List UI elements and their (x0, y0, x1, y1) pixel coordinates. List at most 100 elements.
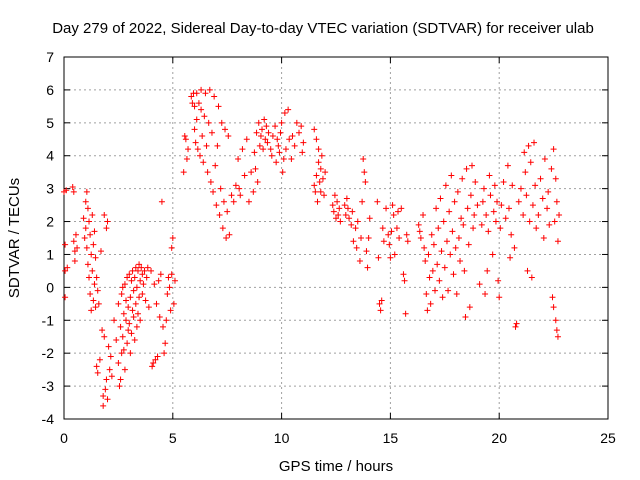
data-point (130, 287, 137, 294)
data-point (89, 211, 96, 218)
data-point (360, 156, 367, 163)
data-point (390, 211, 397, 218)
data-point (476, 281, 483, 288)
data-point (260, 146, 267, 153)
data-point (321, 192, 328, 199)
data-point (104, 396, 111, 403)
data-point (465, 241, 472, 248)
data-point (115, 300, 122, 307)
data-point (263, 123, 270, 130)
data-point (203, 142, 210, 149)
data-point (379, 225, 386, 232)
y-tick-label: 3 (46, 181, 54, 197)
data-point (528, 274, 535, 281)
data-point (505, 205, 512, 212)
data-point (462, 313, 469, 320)
data-point (62, 241, 69, 248)
data-point (359, 198, 366, 205)
data-point (484, 267, 491, 274)
data-point (102, 386, 109, 393)
data-point (344, 205, 351, 212)
data-point (160, 323, 167, 330)
data-point (129, 307, 136, 314)
data-point (90, 297, 97, 304)
data-point (377, 307, 384, 314)
data-points (61, 86, 563, 409)
data-point (259, 126, 266, 133)
data-point (86, 218, 93, 225)
data-point (198, 86, 205, 93)
data-point (211, 93, 218, 100)
data-point (201, 113, 208, 120)
data-point (170, 300, 177, 307)
data-point (200, 159, 207, 166)
data-point (470, 225, 477, 232)
data-point (513, 320, 520, 327)
data-point (415, 221, 422, 228)
data-point (207, 179, 214, 186)
data-point (252, 165, 259, 172)
data-point (142, 297, 149, 304)
data-point (433, 205, 440, 212)
y-tick-label: 1 (46, 246, 54, 262)
data-point (550, 304, 557, 311)
data-point (217, 185, 224, 192)
data-point (183, 156, 190, 163)
data-point (113, 337, 120, 344)
data-point (420, 211, 427, 218)
data-point (115, 360, 122, 367)
data-point (349, 208, 356, 215)
data-point (363, 248, 370, 255)
data-point (331, 192, 338, 199)
data-point (446, 208, 453, 215)
data-point (127, 350, 134, 357)
data-point (483, 211, 490, 218)
data-point (364, 264, 371, 271)
data-point (551, 218, 558, 225)
data-point (83, 244, 90, 251)
data-point (104, 218, 111, 225)
data-point (72, 231, 79, 238)
data-point (180, 169, 187, 176)
data-point (222, 126, 229, 133)
data-point (205, 119, 212, 126)
data-point (126, 320, 133, 327)
data-point (451, 198, 458, 205)
data-point (550, 146, 557, 153)
data-point (96, 356, 103, 363)
data-point (93, 274, 100, 281)
data-point (517, 185, 524, 192)
data-point (111, 317, 118, 324)
data-point (248, 169, 255, 176)
data-point (362, 179, 369, 186)
data-point (257, 132, 264, 139)
data-point (422, 258, 429, 265)
data-point (523, 192, 530, 199)
data-point (474, 202, 481, 209)
data-point (319, 175, 326, 182)
data-point (108, 373, 115, 380)
data-point (128, 330, 135, 337)
data-point (153, 300, 160, 307)
x-tick-label: 25 (600, 430, 616, 446)
y-tick-label: 6 (46, 82, 54, 98)
data-point (432, 287, 439, 294)
data-point (70, 238, 77, 245)
data-point (312, 188, 319, 195)
y-tick-label: 5 (46, 115, 54, 131)
data-point (166, 284, 173, 291)
data-point (143, 274, 150, 281)
data-point (131, 274, 138, 281)
data-point (402, 310, 409, 317)
data-point (101, 333, 108, 340)
data-point (438, 248, 445, 255)
data-point (130, 313, 137, 320)
data-point (346, 215, 353, 222)
data-point (167, 307, 174, 314)
data-point (525, 142, 532, 149)
data-point (86, 274, 93, 281)
data-point (99, 327, 106, 334)
data-point (144, 264, 151, 271)
x-tick-label: 20 (491, 430, 507, 446)
data-point (524, 267, 531, 274)
